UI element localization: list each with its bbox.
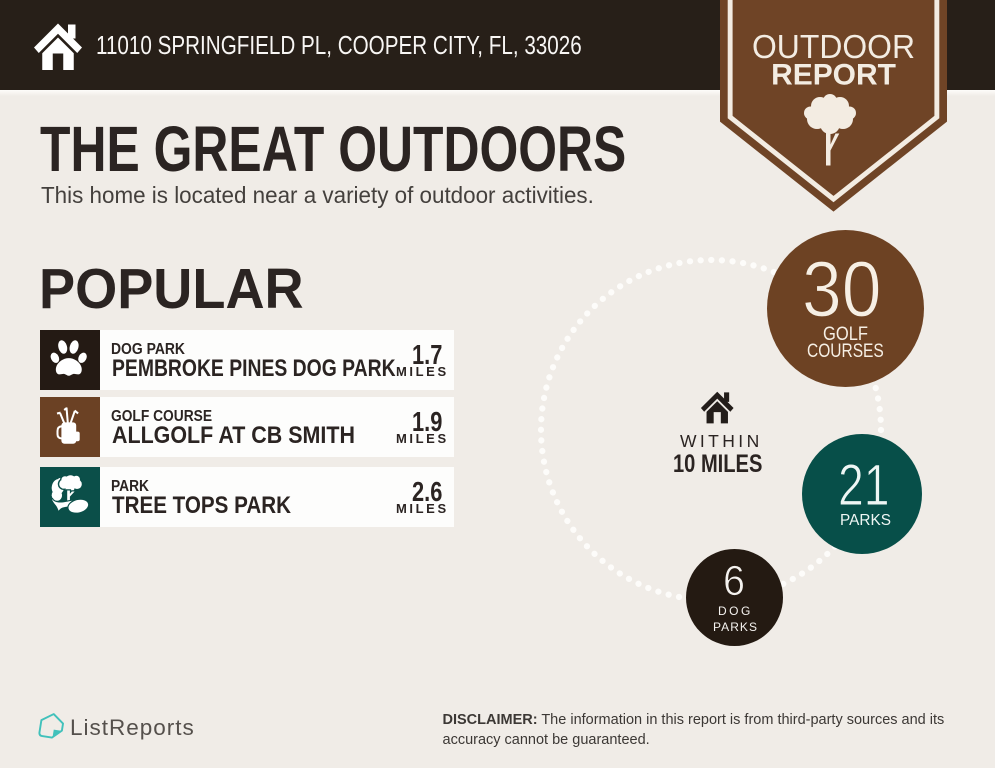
svg-text:REPORT: REPORT [771,58,896,91]
svg-text:OUTDOOR: OUTDOOR [752,28,915,65]
